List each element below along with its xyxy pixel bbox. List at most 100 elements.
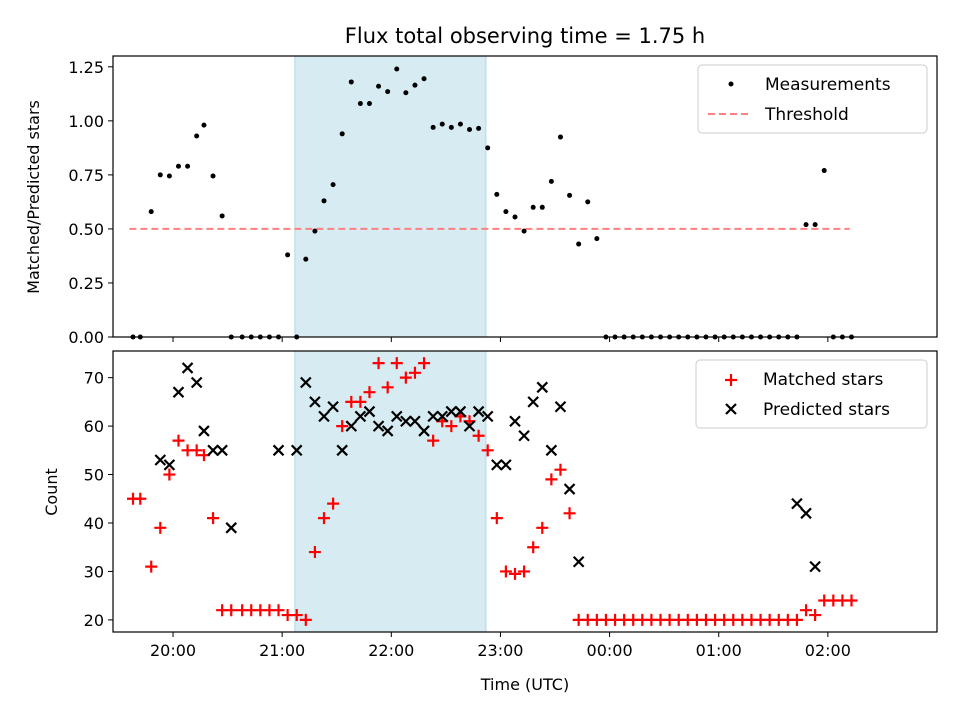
matched-stars-series (127, 357, 858, 626)
measurement-point (421, 76, 427, 82)
predicted-stars-point (372, 420, 385, 432)
predicted-stars-point (409, 415, 421, 428)
matched-stars-point (134, 492, 147, 505)
y-tick-label: 0.00 (68, 328, 104, 347)
measurement-point (175, 163, 181, 169)
predicted-legend-label: Predicted stars (763, 400, 890, 420)
measurement-point (394, 66, 400, 72)
measurement-point (194, 133, 200, 139)
matched-stars-point (318, 512, 331, 525)
matched-stars-point (418, 357, 431, 370)
y-tick-label: 0.50 (68, 220, 104, 239)
measurement-point (539, 204, 545, 210)
predicted-stars-point (427, 410, 439, 423)
matched-stars-point (299, 613, 312, 626)
x-tick-label: 23:00 (477, 641, 523, 660)
predicted-stars-point (809, 560, 821, 573)
predicted-stars-series (154, 362, 821, 573)
measurement-point (585, 199, 591, 205)
x-tick-label: 02:00 (805, 641, 851, 660)
matched-stars-point (499, 565, 512, 578)
y-tick-label: 0.75 (68, 166, 104, 185)
measurement-point (548, 178, 554, 184)
predicted-stars-point (336, 444, 348, 457)
predicted-stars-point (445, 405, 458, 418)
measurement-point (321, 198, 327, 204)
matched-stars-point (336, 420, 349, 433)
measurement-point (166, 173, 172, 179)
measurements-legend-label: Measurements (765, 75, 891, 95)
measurement-point (530, 204, 536, 210)
predicted-stars-point (463, 420, 476, 432)
measurement-point (512, 214, 518, 220)
measurement-point (803, 222, 809, 228)
predicted-stars-point (572, 555, 585, 568)
measurement-point (567, 192, 573, 198)
predicted-stars-point (225, 522, 238, 534)
measurement-point (285, 252, 291, 258)
matched-stars-point (172, 434, 185, 447)
matched-stars-point (225, 604, 238, 617)
measurement-point (376, 83, 382, 89)
matched-stars-point (800, 604, 813, 617)
measurement-point (494, 191, 500, 197)
predicted-stars-point (207, 444, 219, 457)
predicted-stars-point (309, 396, 321, 408)
y-tick-label: 1.00 (68, 112, 104, 131)
x-tick-label: 22:00 (368, 641, 414, 660)
matched-stars-point (518, 565, 531, 578)
predicted-stars-point (800, 507, 812, 520)
top-legend-frame (697, 64, 928, 134)
predicted-stars-point (418, 425, 430, 437)
predicted-stars-point (300, 376, 312, 389)
threshold-legend-label: Threshold (764, 105, 849, 125)
matched-stars-point (145, 560, 158, 573)
predicted-stars-point (472, 405, 485, 418)
matched-stars-point (399, 371, 412, 384)
predicted-stars-point (518, 430, 530, 442)
measurement-point (503, 209, 509, 215)
predicted-stars-point (454, 405, 467, 418)
measurement-point (576, 241, 582, 247)
matched-stars-point (490, 512, 503, 525)
axes-frame (112, 55, 938, 338)
predicted-legend-marker (725, 403, 737, 415)
x-tick-label: 01:00 (696, 641, 742, 660)
figure-title: Flux total observing time = 1.75 h (345, 24, 705, 48)
measurement-point (557, 134, 563, 140)
predicted-stars-point (290, 444, 303, 457)
matched-stars-point (390, 357, 403, 370)
matched-stars-point (372, 357, 385, 370)
predicted-stars-point (198, 425, 210, 437)
x-tick-label: 00:00 (587, 641, 633, 660)
predicted-stars-point (436, 410, 449, 423)
x-axis-label: Time (UTC) (480, 675, 569, 694)
x-tick-label: 20:00 (150, 641, 196, 660)
observing-window-shade (294, 350, 487, 633)
matched-stars-point (354, 395, 367, 408)
measurement-point (312, 228, 318, 234)
measurement-point (812, 222, 818, 228)
y-tick-label: 60 (84, 417, 104, 436)
observing-window-shade (294, 55, 487, 338)
measurement-point (330, 182, 336, 188)
predicted-stars-point (163, 459, 176, 471)
measurement-point (357, 101, 363, 107)
y-tick-label: 50 (84, 466, 104, 485)
measurement-point (157, 172, 163, 178)
matched-legend-marker (725, 374, 737, 386)
measurement-point (148, 209, 154, 215)
predicted-stars-point (536, 381, 549, 394)
measurement-point (385, 89, 391, 95)
matched-stars-point (272, 604, 285, 617)
predicted-stars-point (181, 362, 194, 374)
measurement-point (485, 145, 491, 151)
measurement-point (821, 168, 827, 174)
top-panel: Matched/Predicted stars 0.00 0.25 0.50 0.75… (24, 55, 938, 347)
predicted-stars-point (354, 410, 367, 423)
matched-stars-point (790, 613, 803, 626)
matched-stars-point (408, 366, 421, 379)
predicted-stars-point (190, 376, 203, 389)
